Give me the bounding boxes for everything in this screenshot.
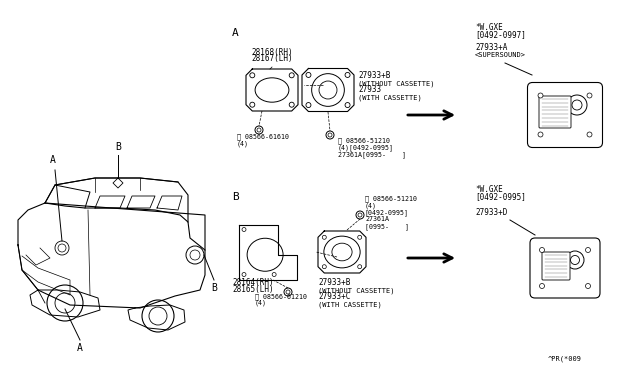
Ellipse shape	[324, 236, 360, 268]
Text: (4): (4)	[365, 202, 377, 208]
Text: (WITHOUT CASSETTE): (WITHOUT CASSETTE)	[318, 287, 394, 294]
Circle shape	[306, 103, 311, 108]
Ellipse shape	[332, 243, 352, 261]
Circle shape	[242, 228, 246, 231]
Text: 28167(LH): 28167(LH)	[251, 54, 293, 63]
Text: B: B	[232, 192, 239, 202]
Circle shape	[250, 73, 255, 78]
Text: 28165(LH): 28165(LH)	[232, 285, 274, 294]
Circle shape	[567, 95, 587, 115]
Circle shape	[190, 250, 200, 260]
Text: 27933+B: 27933+B	[358, 71, 390, 80]
Circle shape	[306, 73, 311, 77]
Text: [0492-0997]: [0492-0997]	[475, 30, 526, 39]
Text: (4): (4)	[255, 300, 267, 307]
Circle shape	[284, 288, 292, 296]
Text: 27933+D: 27933+D	[475, 208, 508, 217]
Circle shape	[540, 247, 545, 253]
Text: (4): (4)	[237, 140, 249, 147]
Text: 27361A: 27361A	[365, 216, 389, 222]
Circle shape	[326, 131, 334, 139]
Circle shape	[358, 265, 362, 269]
Text: A: A	[50, 155, 56, 165]
Circle shape	[58, 244, 66, 252]
Text: *W.GXE: *W.GXE	[475, 185, 503, 194]
Circle shape	[47, 285, 83, 321]
Circle shape	[312, 74, 344, 106]
Circle shape	[319, 81, 337, 99]
Circle shape	[572, 100, 582, 110]
Circle shape	[358, 235, 362, 239]
Circle shape	[55, 241, 69, 255]
Circle shape	[255, 126, 263, 134]
Circle shape	[586, 283, 591, 289]
Text: 27933+A: 27933+A	[475, 43, 508, 52]
Circle shape	[242, 273, 246, 276]
Text: A: A	[232, 28, 239, 38]
Text: 28164(RH): 28164(RH)	[232, 278, 274, 287]
Circle shape	[149, 307, 167, 325]
Circle shape	[356, 211, 364, 219]
Text: <SUPERSOUND>: <SUPERSOUND>	[475, 52, 526, 58]
Text: (WITH CASSETTE): (WITH CASSETTE)	[358, 94, 422, 100]
FancyBboxPatch shape	[542, 252, 570, 280]
Text: (WITHOUT CASSETTE): (WITHOUT CASSETTE)	[358, 80, 435, 87]
Circle shape	[538, 93, 543, 98]
Circle shape	[186, 246, 204, 264]
Text: Ⓢ 08566-51210: Ⓢ 08566-51210	[338, 137, 390, 144]
Circle shape	[566, 251, 584, 269]
Text: Ⓢ 08566-61210: Ⓢ 08566-61210	[255, 293, 307, 299]
Circle shape	[286, 290, 290, 294]
Text: Ⓢ 08566-61610: Ⓢ 08566-61610	[237, 133, 289, 140]
Text: [0492-0995]: [0492-0995]	[475, 192, 526, 201]
Circle shape	[540, 283, 545, 289]
Text: B: B	[115, 142, 121, 152]
Circle shape	[323, 235, 326, 239]
Circle shape	[289, 102, 294, 107]
Circle shape	[587, 132, 592, 137]
Circle shape	[250, 102, 255, 107]
Text: A: A	[77, 343, 83, 353]
Text: (4)[0492-0995]: (4)[0492-0995]	[338, 144, 394, 151]
Circle shape	[55, 293, 75, 313]
Text: 27933+C: 27933+C	[318, 292, 350, 301]
FancyBboxPatch shape	[530, 238, 600, 298]
Circle shape	[570, 256, 579, 264]
Text: 27933: 27933	[358, 85, 381, 94]
Circle shape	[587, 93, 592, 98]
Text: 27933+B: 27933+B	[318, 278, 350, 287]
Text: *W.GXE: *W.GXE	[475, 23, 503, 32]
Text: 27361A[0995-    ]: 27361A[0995- ]	[338, 151, 406, 158]
Text: [0492-0995]: [0492-0995]	[365, 209, 409, 216]
Circle shape	[358, 213, 362, 217]
Circle shape	[142, 300, 174, 332]
Circle shape	[345, 103, 350, 108]
Text: (WITH CASSETTE): (WITH CASSETTE)	[318, 301, 381, 308]
Text: ^PR(*009: ^PR(*009	[548, 355, 582, 362]
Ellipse shape	[255, 78, 289, 102]
Text: B: B	[211, 283, 217, 293]
Circle shape	[538, 132, 543, 137]
Circle shape	[345, 73, 350, 77]
Circle shape	[586, 247, 591, 253]
FancyBboxPatch shape	[527, 83, 602, 148]
Circle shape	[323, 265, 326, 269]
Text: 28168(RH): 28168(RH)	[251, 48, 293, 57]
Text: Ⓢ 08566-51210: Ⓢ 08566-51210	[365, 195, 417, 202]
FancyBboxPatch shape	[539, 96, 571, 128]
Text: [0995-    ]: [0995- ]	[365, 223, 409, 230]
Circle shape	[272, 273, 276, 276]
Circle shape	[289, 73, 294, 78]
Circle shape	[257, 128, 261, 132]
Circle shape	[328, 133, 332, 137]
Ellipse shape	[247, 238, 283, 271]
